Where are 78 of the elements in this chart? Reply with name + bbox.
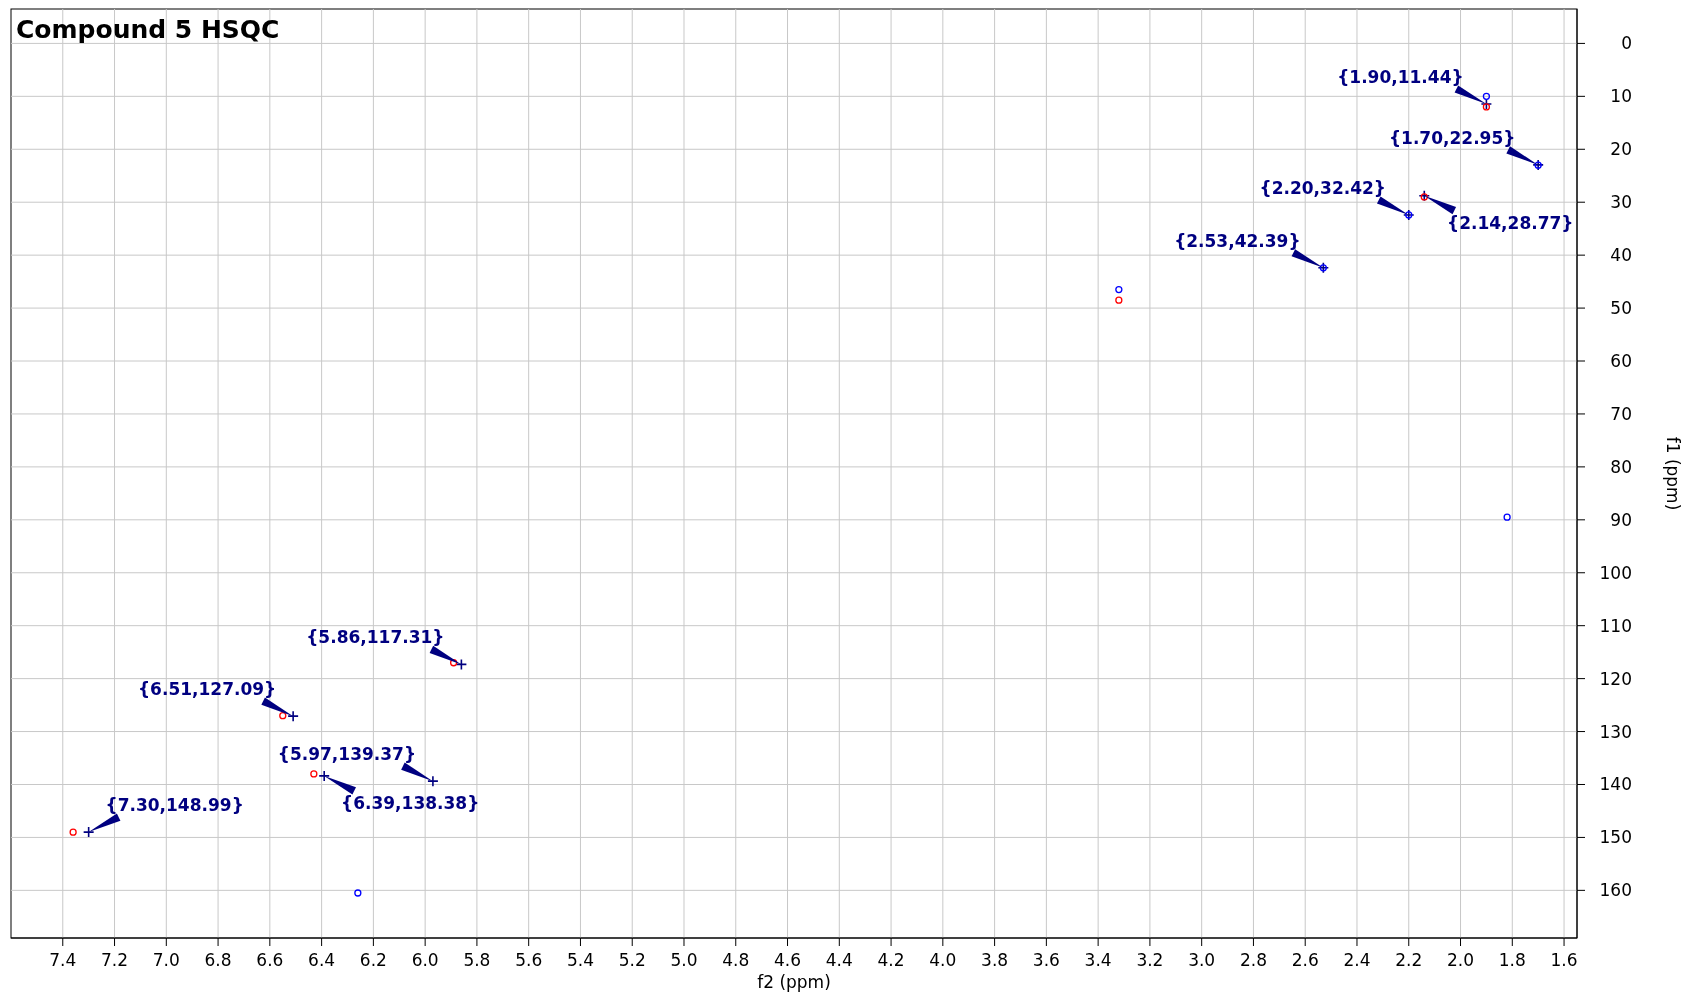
x-tick-label: 5.8 xyxy=(463,950,491,970)
y-tick-label: 120 xyxy=(1599,668,1632,689)
y-tick-label: 80 xyxy=(1610,456,1632,477)
y-tick-label: 0 xyxy=(1621,33,1632,54)
x-tick-label: 5.0 xyxy=(670,950,698,970)
point xyxy=(310,770,318,778)
x-tick-label: 1.8 xyxy=(1498,950,1526,970)
x-tick-label: 6.6 xyxy=(256,950,284,970)
y-tick-label: 140 xyxy=(1599,774,1632,795)
x-tick-label: 3.8 xyxy=(981,950,1009,970)
annotation: {2.53,42.39} xyxy=(1174,230,1301,251)
point xyxy=(354,889,362,897)
annotation: {1.90,11.44} xyxy=(1337,66,1464,87)
x-tick-label: 6.2 xyxy=(359,950,387,970)
y-tick-label: 100 xyxy=(1599,562,1632,583)
point xyxy=(82,826,95,838)
y-tick-label: 90 xyxy=(1610,509,1632,530)
y-tick-label: 20 xyxy=(1610,139,1632,160)
y-tick-label: 110 xyxy=(1599,615,1632,636)
point xyxy=(1482,103,1491,111)
point xyxy=(427,775,439,787)
x-axis-title: f2 (ppm) xyxy=(757,972,831,992)
x-tick-label: 4.6 xyxy=(774,950,802,970)
x-tick-label: 3.6 xyxy=(1032,950,1060,970)
x-tick-label: 3.4 xyxy=(1084,950,1112,970)
annotation: {7.30,148.99} xyxy=(105,795,244,816)
x-tick-label: 3.0 xyxy=(1188,950,1216,970)
y-tick-label: 50 xyxy=(1610,298,1632,319)
y-tick-label: 30 xyxy=(1610,192,1632,213)
annotation: {6.39,138.38} xyxy=(341,792,480,813)
x-tick-label: 5.4 xyxy=(566,950,594,970)
point xyxy=(69,828,77,836)
point xyxy=(1420,193,1428,201)
x-tick-label: 4.0 xyxy=(929,950,957,970)
point xyxy=(279,712,287,720)
annotation: {2.14,28.77} xyxy=(1447,212,1574,233)
x-tick-label: 2.8 xyxy=(1239,950,1267,970)
point xyxy=(318,770,330,782)
x-tick-label: 6.0 xyxy=(411,950,439,970)
point xyxy=(1418,189,1431,202)
y-tick-label: 10 xyxy=(1610,86,1632,107)
point xyxy=(1115,285,1123,294)
x-tick-label: 5.2 xyxy=(618,950,646,970)
y-tick-label: 130 xyxy=(1599,721,1632,742)
y-tick-label: 60 xyxy=(1610,351,1632,372)
point xyxy=(1115,296,1123,304)
point xyxy=(449,659,458,667)
y-tick-label: 160 xyxy=(1599,880,1632,901)
x-tick-label: 3.2 xyxy=(1136,950,1164,970)
y-tick-label: 70 xyxy=(1610,403,1632,424)
x-tick-label: 7.4 xyxy=(49,950,77,970)
x-tick-label: 5.6 xyxy=(515,950,543,970)
point xyxy=(1482,92,1491,100)
x-tick-label: 7.0 xyxy=(152,950,180,970)
x-tick-label: 6.4 xyxy=(308,950,336,970)
point xyxy=(455,658,468,671)
x-tick-label: 2.6 xyxy=(1291,950,1319,970)
y-tick-label: 150 xyxy=(1599,827,1632,848)
annotation: {2.20,32.42} xyxy=(1259,178,1386,199)
x-tick-label: 1.6 xyxy=(1550,950,1578,970)
y-tick-label: 40 xyxy=(1610,245,1632,266)
annotation: {1.70,22.95} xyxy=(1388,127,1516,148)
x-tick-label: 2.0 xyxy=(1447,950,1475,970)
x-tick-label: 4.2 xyxy=(877,950,905,970)
x-tick-label: 6.8 xyxy=(204,950,232,970)
point xyxy=(287,710,299,722)
x-tick-label: 7.2 xyxy=(101,950,129,970)
x-tick-label: 4.8 xyxy=(722,950,750,970)
y-axis-title: f1 (ppm) xyxy=(1663,436,1683,511)
x-tick-label: 2.2 xyxy=(1395,950,1423,970)
point xyxy=(1480,98,1493,110)
annotation: {5.97,139.37} xyxy=(277,744,417,765)
chart-title: Compound 5 HSQC xyxy=(16,15,280,44)
point xyxy=(1503,513,1511,521)
x-tick-label: 2.4 xyxy=(1343,950,1371,970)
x-tick-label: 4.4 xyxy=(825,950,853,970)
annotation: {5.86,117.31} xyxy=(306,627,445,648)
annotation: {6.51,127.09} xyxy=(138,679,277,700)
